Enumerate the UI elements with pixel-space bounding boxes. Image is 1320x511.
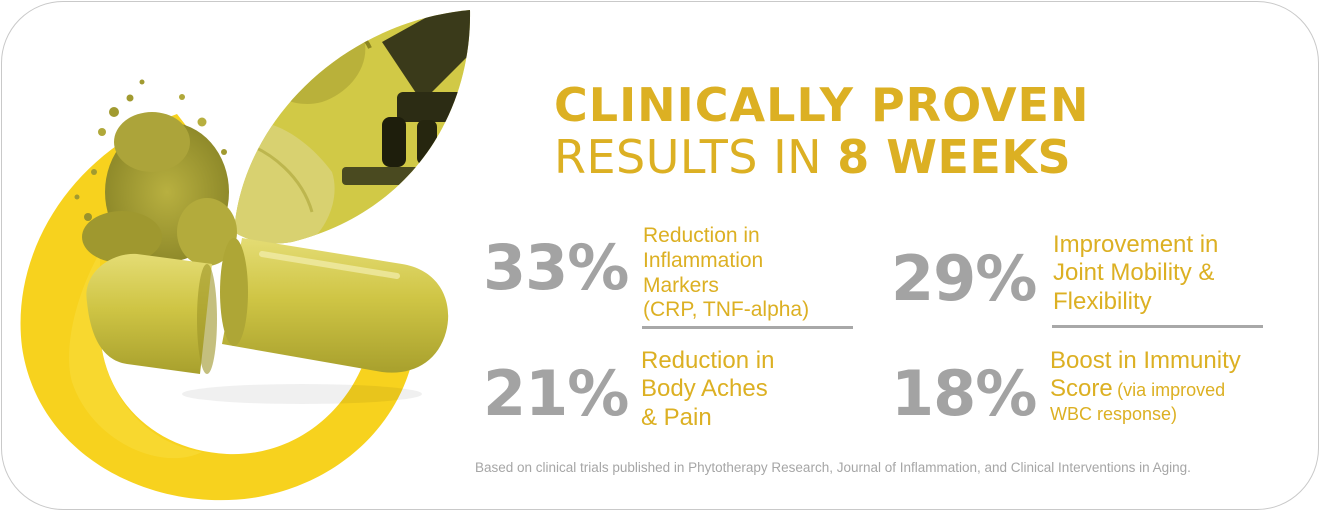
headline-emphasis: 8 WEEKS <box>837 130 1072 184</box>
stat-percent-joint-mobility: 29% <box>891 242 1037 315</box>
stat-line: Boost in Immunity <box>1050 347 1241 374</box>
capsule-lower-half <box>86 253 217 374</box>
stat-percent-immunity: 18% <box>891 357 1037 430</box>
headline-line-2-prefix: RESULTS IN <box>554 130 838 184</box>
stat-percent-inflammation: 33% <box>483 231 629 304</box>
stat-line: & Pain <box>641 403 712 431</box>
stat-description-joint-mobility: Improvement in Joint Mobility & Flexibil… <box>1053 231 1218 316</box>
stat-line: Improvement in <box>1053 231 1219 258</box>
stat-line: Reduction in <box>643 224 760 247</box>
headline: CLINICALLY PROVEN RESULTS IN 8 WEEKS <box>554 82 1274 180</box>
capsule-upper-half <box>182 238 449 404</box>
stat-line: (via improved <box>1117 380 1226 401</box>
herbal-powder <box>74 79 237 266</box>
stat-line: Reduction in <box>641 347 775 374</box>
stat-line: Joint Mobility & <box>1053 259 1215 287</box>
stat-line: Flexibility <box>1053 287 1152 315</box>
divider-line <box>1052 325 1263 328</box>
stat-line: Score <box>1050 375 1113 403</box>
divider-line <box>642 326 853 329</box>
headline-line-2: RESULTS IN 8 WEEKS <box>554 134 1274 180</box>
stat-line: Inflammation <box>643 248 764 272</box>
stat-description-inflammation: Reduction in Inflammation Markers (CRP, … <box>643 224 809 323</box>
stat-description-body-aches: Reduction in Body Aches & Pain <box>641 347 774 432</box>
lab-photo-leaf <box>234 10 471 244</box>
stat-percent-body-aches: 21% <box>483 357 629 430</box>
herbal-capsule-lab-image <box>20 10 471 501</box>
stat-description-immunity: Boost in Immunity Score (via improved WB… <box>1050 347 1241 425</box>
stat-line: (CRP, TNF-alpha) <box>643 298 810 322</box>
stat-line: Body Aches <box>641 375 768 403</box>
stat-line: Markers <box>643 273 719 297</box>
source-footnote: Based on clinical trials published in Ph… <box>475 460 1191 475</box>
headline-line-1: CLINICALLY PROVEN <box>554 78 1090 132</box>
stat-line: WBC response) <box>1050 403 1178 424</box>
